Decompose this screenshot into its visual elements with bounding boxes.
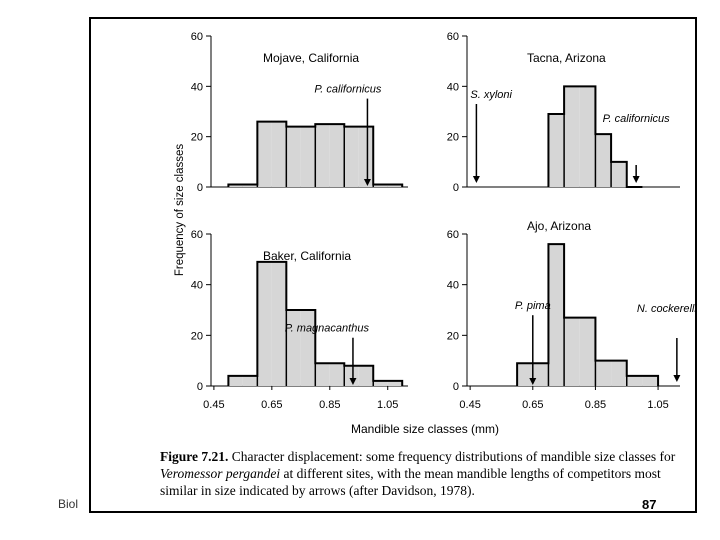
x-axis-label: Mandible size classes (mm) (351, 422, 499, 436)
y-tick-label: 20 (447, 132, 459, 144)
histogram-bar (595, 360, 612, 386)
histogram-bar (611, 161, 627, 187)
histogram-outline (227, 120, 404, 187)
arrow-label: P. californicus (603, 113, 671, 125)
caption-text-1: Character displacement: some frequency d… (228, 449, 676, 464)
y-tick-label: 0 (453, 381, 459, 393)
site-label: Ajo, Arizona (527, 219, 591, 233)
figure-caption: Figure 7.21. Character displacement: som… (160, 448, 694, 499)
histogram-bar (344, 365, 359, 386)
histogram-panel: 0 20 40 60 0.45 0.65 0.85 1.05 Ajo, Arizona P. pi… (447, 219, 698, 411)
histogram-bar (579, 317, 596, 386)
histogram-bar (228, 184, 243, 187)
arrow-label: S. xyloni (470, 89, 512, 101)
arrow-label: P. pima (515, 300, 551, 312)
x-tick-label: 0.65 (261, 399, 282, 411)
figure-frame (89, 17, 697, 513)
histogram-outline (547, 85, 643, 188)
y-tick-label: 40 (447, 280, 459, 292)
x-tick-label: 0.85 (319, 399, 340, 411)
histogram-bar (286, 126, 301, 187)
caption-species: Veromessor pergandei (160, 466, 281, 481)
arrow-head (529, 378, 537, 385)
y-tick-label: 0 (197, 381, 203, 393)
y-tick-label: 0 (453, 182, 459, 194)
y-tick-label: 60 (191, 229, 203, 241)
histogram-bar (387, 380, 403, 386)
histogram-bar (579, 86, 596, 187)
y-axis-label: Frequency of size classes (174, 144, 186, 277)
arrow-label: P. californicus (314, 84, 382, 96)
x-tick-label: 1.05 (377, 399, 398, 411)
site-label: Mojave, California (263, 51, 359, 65)
histogram-bar (329, 363, 345, 386)
site-label: Baker, California (263, 249, 351, 263)
caption-text-2: at different sites, with the mean mandib… (160, 466, 661, 498)
x-tick-label: 0.85 (585, 399, 606, 411)
arrow-head (673, 375, 681, 382)
histogram-panel: 0 20 40 60 Tacna, Arizona S. xyloni P. califor… (447, 31, 680, 194)
arrow-head (363, 179, 371, 186)
histogram-panel: 0 20 40 60 Mojave, California P. californicus (191, 31, 408, 194)
y-tick-label: 60 (447, 31, 459, 43)
histogram-bar (329, 124, 345, 187)
page-number: 87 (642, 497, 657, 512)
histogram-bar (271, 261, 287, 386)
x-tick-label: 1.05 (647, 399, 668, 411)
arrow-label: P. magnacanthus (285, 323, 370, 335)
histogram-bar (642, 375, 659, 386)
histogram-bar (358, 365, 374, 386)
y-tick-label: 60 (191, 31, 203, 43)
caption-figure-label: Figure 7.21. (160, 449, 229, 464)
x-tick-label: 0.45 (203, 399, 224, 411)
y-tick-label: 20 (191, 132, 203, 144)
histogram-bar (564, 86, 580, 187)
arrow-head (349, 378, 357, 385)
histogram-bar (595, 134, 612, 187)
x-tick-label: 0.65 (522, 399, 543, 411)
arrow-head (472, 176, 480, 183)
histogram-bar (517, 363, 533, 386)
y-tick-label: 60 (447, 229, 459, 241)
histogram-bar (300, 126, 316, 187)
histogram-bar (358, 126, 374, 187)
histogram-bar (228, 375, 243, 386)
y-tick-label: 20 (447, 330, 459, 342)
histogram-bar (271, 121, 287, 187)
arrow-label: N. cockerelli (637, 303, 697, 315)
histogram-outline (227, 260, 404, 386)
histogram-panel: 0 20 40 60 0.45 0.65 0.85 1.05 Baker, California… (191, 229, 408, 411)
y-tick-label: 0 (197, 182, 203, 194)
footer-course-label: Biol (58, 497, 79, 511)
y-tick-label: 40 (447, 81, 459, 93)
histogram-bar (344, 126, 359, 187)
histogram-bar (242, 375, 258, 386)
histogram-bar (300, 310, 316, 386)
histogram-bar (387, 184, 403, 187)
histogram-bar (548, 244, 565, 386)
histogram-bar (373, 380, 388, 386)
y-tick-label: 40 (191, 280, 203, 292)
histogram-bar (532, 363, 549, 386)
arrow-head (632, 176, 640, 183)
x-tick-label: 0.45 (459, 399, 480, 411)
histogram-bar (286, 310, 301, 386)
histogram-bar (315, 124, 330, 187)
y-tick-label: 40 (191, 81, 203, 93)
histogram-bar (548, 114, 565, 187)
histogram-bar (626, 375, 643, 386)
y-tick-label: 20 (191, 330, 203, 342)
histogram-bar (257, 121, 272, 187)
histogram-bar (373, 184, 388, 187)
histogram-bar (257, 261, 272, 386)
histogram-outline (516, 243, 660, 386)
histogram-bar (564, 317, 580, 386)
histogram-bar (611, 360, 627, 386)
histogram-bar (242, 184, 258, 187)
site-label: Tacna, Arizona (527, 51, 606, 65)
histogram-bar (315, 363, 330, 386)
